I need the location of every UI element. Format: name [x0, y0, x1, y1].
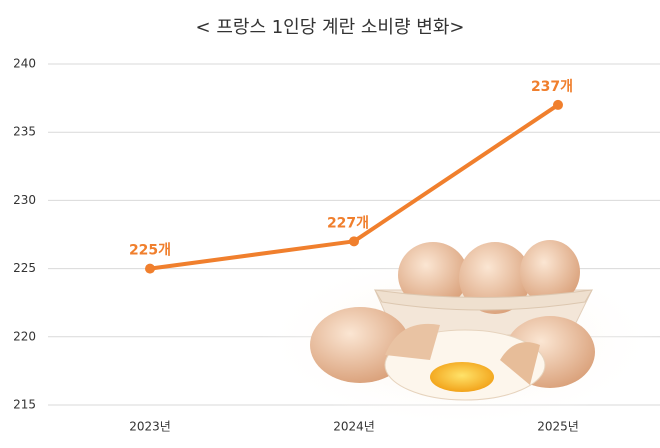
y-tick-label: 235: [13, 125, 36, 139]
point: [349, 236, 359, 247]
x-tick-label: 2024년: [333, 420, 375, 434]
chart-title: < 프랑스 1인당 계란 소비량 변화>: [196, 17, 465, 38]
point: [553, 99, 563, 110]
data-label: 225개: [129, 243, 171, 259]
point: [145, 263, 155, 274]
y-tick-label: 240: [13, 57, 36, 71]
y-tick-label: 230: [13, 193, 36, 207]
y-tick-label: 220: [13, 329, 36, 343]
x-tick-label: 2023년: [129, 420, 171, 434]
x-tick-label: 2025년: [537, 420, 579, 434]
data-label: 237개: [531, 79, 573, 95]
data-label: 227개: [327, 215, 369, 231]
y-tick-label: 225: [13, 261, 36, 275]
y-tick-label: 215: [13, 398, 36, 412]
egg-illustration: [260, 240, 660, 430]
